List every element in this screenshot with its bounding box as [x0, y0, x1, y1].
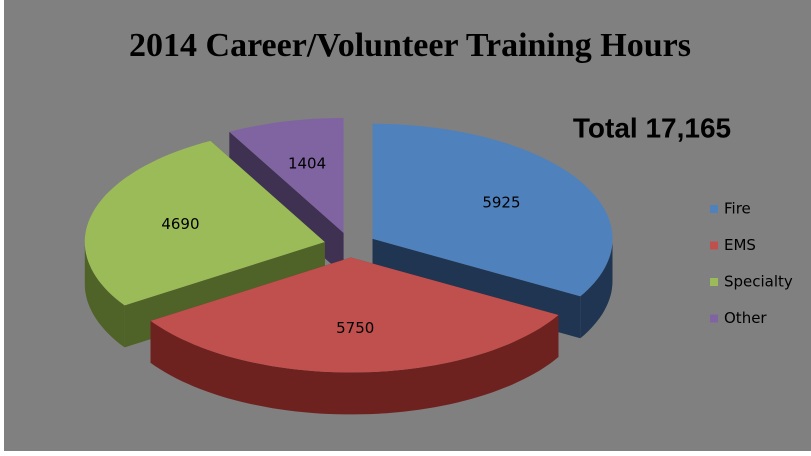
legend-label: Fire [724, 200, 751, 218]
pie-slice [150, 257, 559, 373]
legend-swatch [710, 241, 718, 250]
legend-swatch [710, 314, 718, 323]
data-label: 1404 [288, 154, 326, 172]
annotation: Total 17,165 [573, 112, 731, 143]
pie-slice [84, 140, 325, 306]
slice-rim [580, 238, 613, 339]
chart-title: 2014 Career/Volunteer Training Hours [129, 27, 691, 64]
legend-swatch [710, 278, 718, 286]
data-label: 5925 [482, 194, 520, 212]
legend-label: Specialty [724, 273, 793, 291]
data-label: 4690 [161, 215, 199, 233]
legend-swatch [710, 205, 718, 213]
slice-rim [150, 315, 559, 415]
legend-label: Other [724, 309, 767, 327]
pie-slice [229, 117, 344, 233]
pie-slice [372, 123, 613, 297]
legend-label: EMS [724, 236, 756, 254]
slice-rim [84, 242, 125, 348]
data-label: 5750 [336, 319, 374, 337]
